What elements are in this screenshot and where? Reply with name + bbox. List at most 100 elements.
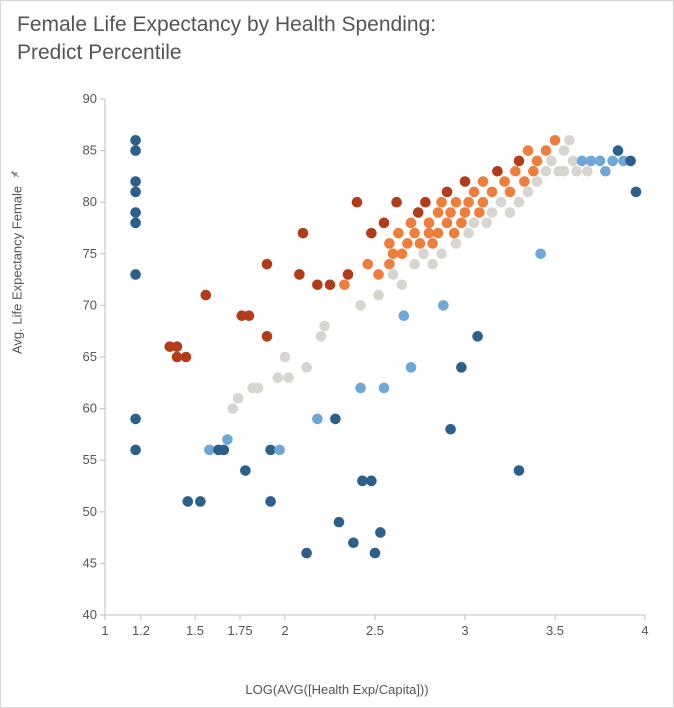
data-point[interactable] [355,300,366,311]
data-point[interactable] [559,166,570,177]
data-point[interactable] [463,228,474,239]
data-point[interactable] [436,197,447,208]
data-point[interactable] [559,145,570,156]
data-point[interactable] [505,207,516,218]
data-point[interactable] [469,218,480,229]
data-point[interactable] [219,445,230,456]
data-point[interactable] [130,135,141,146]
data-point[interactable] [130,207,141,218]
data-point[interactable] [397,279,408,290]
data-point[interactable] [469,187,480,198]
data-point[interactable] [514,465,525,476]
data-point[interactable] [325,279,336,290]
data-point[interactable] [463,197,474,208]
data-point[interactable] [240,465,251,476]
data-point[interactable] [541,145,552,156]
data-point[interactable] [384,238,395,249]
data-point[interactable] [481,218,492,229]
data-point[interactable] [427,259,438,270]
data-point[interactable] [379,383,390,394]
data-point[interactable] [625,156,636,167]
data-point[interactable] [334,517,345,528]
data-point[interactable] [535,249,546,260]
data-point[interactable] [280,352,291,363]
data-point[interactable] [514,197,525,208]
data-point[interactable] [546,156,557,167]
data-point[interactable] [487,187,498,198]
data-point[interactable] [384,259,395,270]
data-point[interactable] [613,145,624,156]
data-point[interactable] [183,496,194,507]
data-point[interactable] [438,300,449,311]
data-point[interactable] [228,403,239,414]
data-point[interactable] [582,166,593,177]
data-point[interactable] [294,269,305,280]
data-point[interactable] [406,362,417,373]
data-point[interactable] [492,166,503,177]
data-point[interactable] [442,218,453,229]
data-point[interactable] [456,362,467,373]
data-point[interactable] [330,414,341,425]
data-point[interactable] [130,145,141,156]
data-point[interactable] [262,331,273,342]
data-point[interactable] [201,290,212,301]
data-point[interactable] [409,259,420,270]
data-point[interactable] [532,156,543,167]
data-point[interactable] [523,145,534,156]
data-point[interactable] [366,476,377,487]
data-point[interactable] [420,197,431,208]
data-point[interactable] [445,424,456,435]
data-point[interactable] [460,207,471,218]
data-point[interactable] [370,548,381,559]
data-point[interactable] [373,269,384,280]
data-point[interactable] [366,228,377,239]
data-point[interactable] [388,269,399,280]
data-point[interactable] [523,187,534,198]
data-point[interactable] [363,259,374,270]
data-point[interactable] [274,445,285,456]
data-point[interactable] [631,187,642,198]
data-point[interactable] [510,166,521,177]
data-point[interactable] [472,331,483,342]
data-point[interactable] [195,496,206,507]
data-point[interactable] [379,218,390,229]
data-point[interactable] [130,445,141,456]
data-point[interactable] [478,197,489,208]
data-point[interactable] [355,383,366,394]
data-point[interactable] [273,372,284,383]
data-point[interactable] [496,197,507,208]
data-point[interactable] [397,249,408,260]
data-point[interactable] [413,207,424,218]
data-point[interactable] [343,269,354,280]
data-point[interactable] [550,135,561,146]
data-point[interactable] [233,393,244,404]
data-point[interactable] [600,166,611,177]
data-point[interactable] [283,372,294,383]
data-point[interactable] [433,207,444,218]
data-point[interactable] [474,207,485,218]
data-point[interactable] [393,228,404,239]
data-point[interactable] [319,321,330,332]
data-point[interactable] [415,238,426,249]
data-point[interactable] [406,218,417,229]
data-point[interactable] [487,207,498,218]
data-point[interactable] [373,290,384,301]
data-point[interactable] [130,269,141,280]
data-point[interactable] [130,218,141,229]
data-point[interactable] [427,238,438,249]
data-point[interactable] [514,156,525,167]
data-point[interactable] [433,228,444,239]
data-point[interactable] [312,279,323,290]
data-point[interactable] [399,310,410,321]
plot-area[interactable]: 404550556065707580859011.21.51.7522.533.… [69,93,655,651]
data-point[interactable] [460,176,471,187]
data-point[interactable] [436,249,447,260]
data-point[interactable] [253,383,264,394]
data-point[interactable] [442,187,453,198]
data-point[interactable] [424,218,435,229]
data-point[interactable] [301,362,312,373]
data-point[interactable] [505,187,516,198]
data-point[interactable] [499,176,510,187]
data-point[interactable] [352,197,363,208]
data-point[interactable] [316,331,327,342]
